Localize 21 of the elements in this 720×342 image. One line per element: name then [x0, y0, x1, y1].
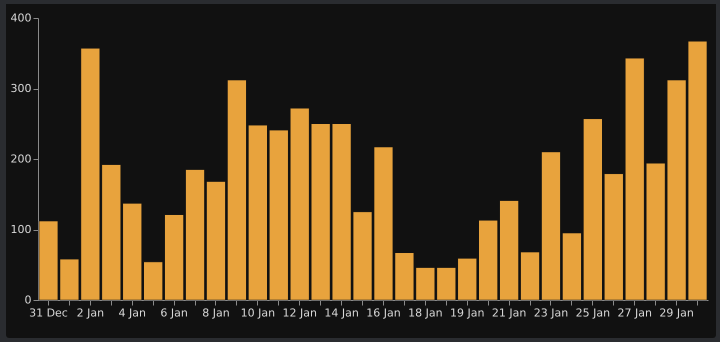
x-tick-label: 25 Jan: [576, 306, 610, 320]
x-tick-label: 8 Jan: [202, 306, 230, 320]
y-tick-label: 100: [10, 223, 32, 236]
y-tick-label: 300: [10, 82, 32, 95]
x-tick-label: 16 Jan: [366, 306, 401, 320]
x-tick-label: 12 Jan: [282, 306, 317, 320]
y-tick-label: 0: [24, 294, 32, 306]
x-tick-label: 31 Dec: [29, 306, 68, 320]
x-tick-label: 10 Jan: [240, 306, 276, 320]
x-tick-label: 21 Jan: [492, 306, 526, 320]
x-tick-label: 19 Jan: [450, 306, 484, 320]
x-tick-label: 23 Jan: [534, 306, 568, 320]
x-tick-label: 2 Jan: [76, 306, 104, 320]
x-tick-label: 29 Jan: [659, 306, 694, 320]
y-tick-label: 200: [10, 152, 32, 166]
x-tick-label: 4 Jan: [118, 306, 146, 320]
x-tick-label: 27 Jan: [617, 306, 652, 320]
x-tick-label: 14 Jan: [324, 306, 359, 320]
x-tick-label: 6 Jan: [160, 306, 188, 320]
y-tick-label: 400: [10, 12, 32, 24]
x-tick-label: 18 Jan: [408, 306, 443, 320]
